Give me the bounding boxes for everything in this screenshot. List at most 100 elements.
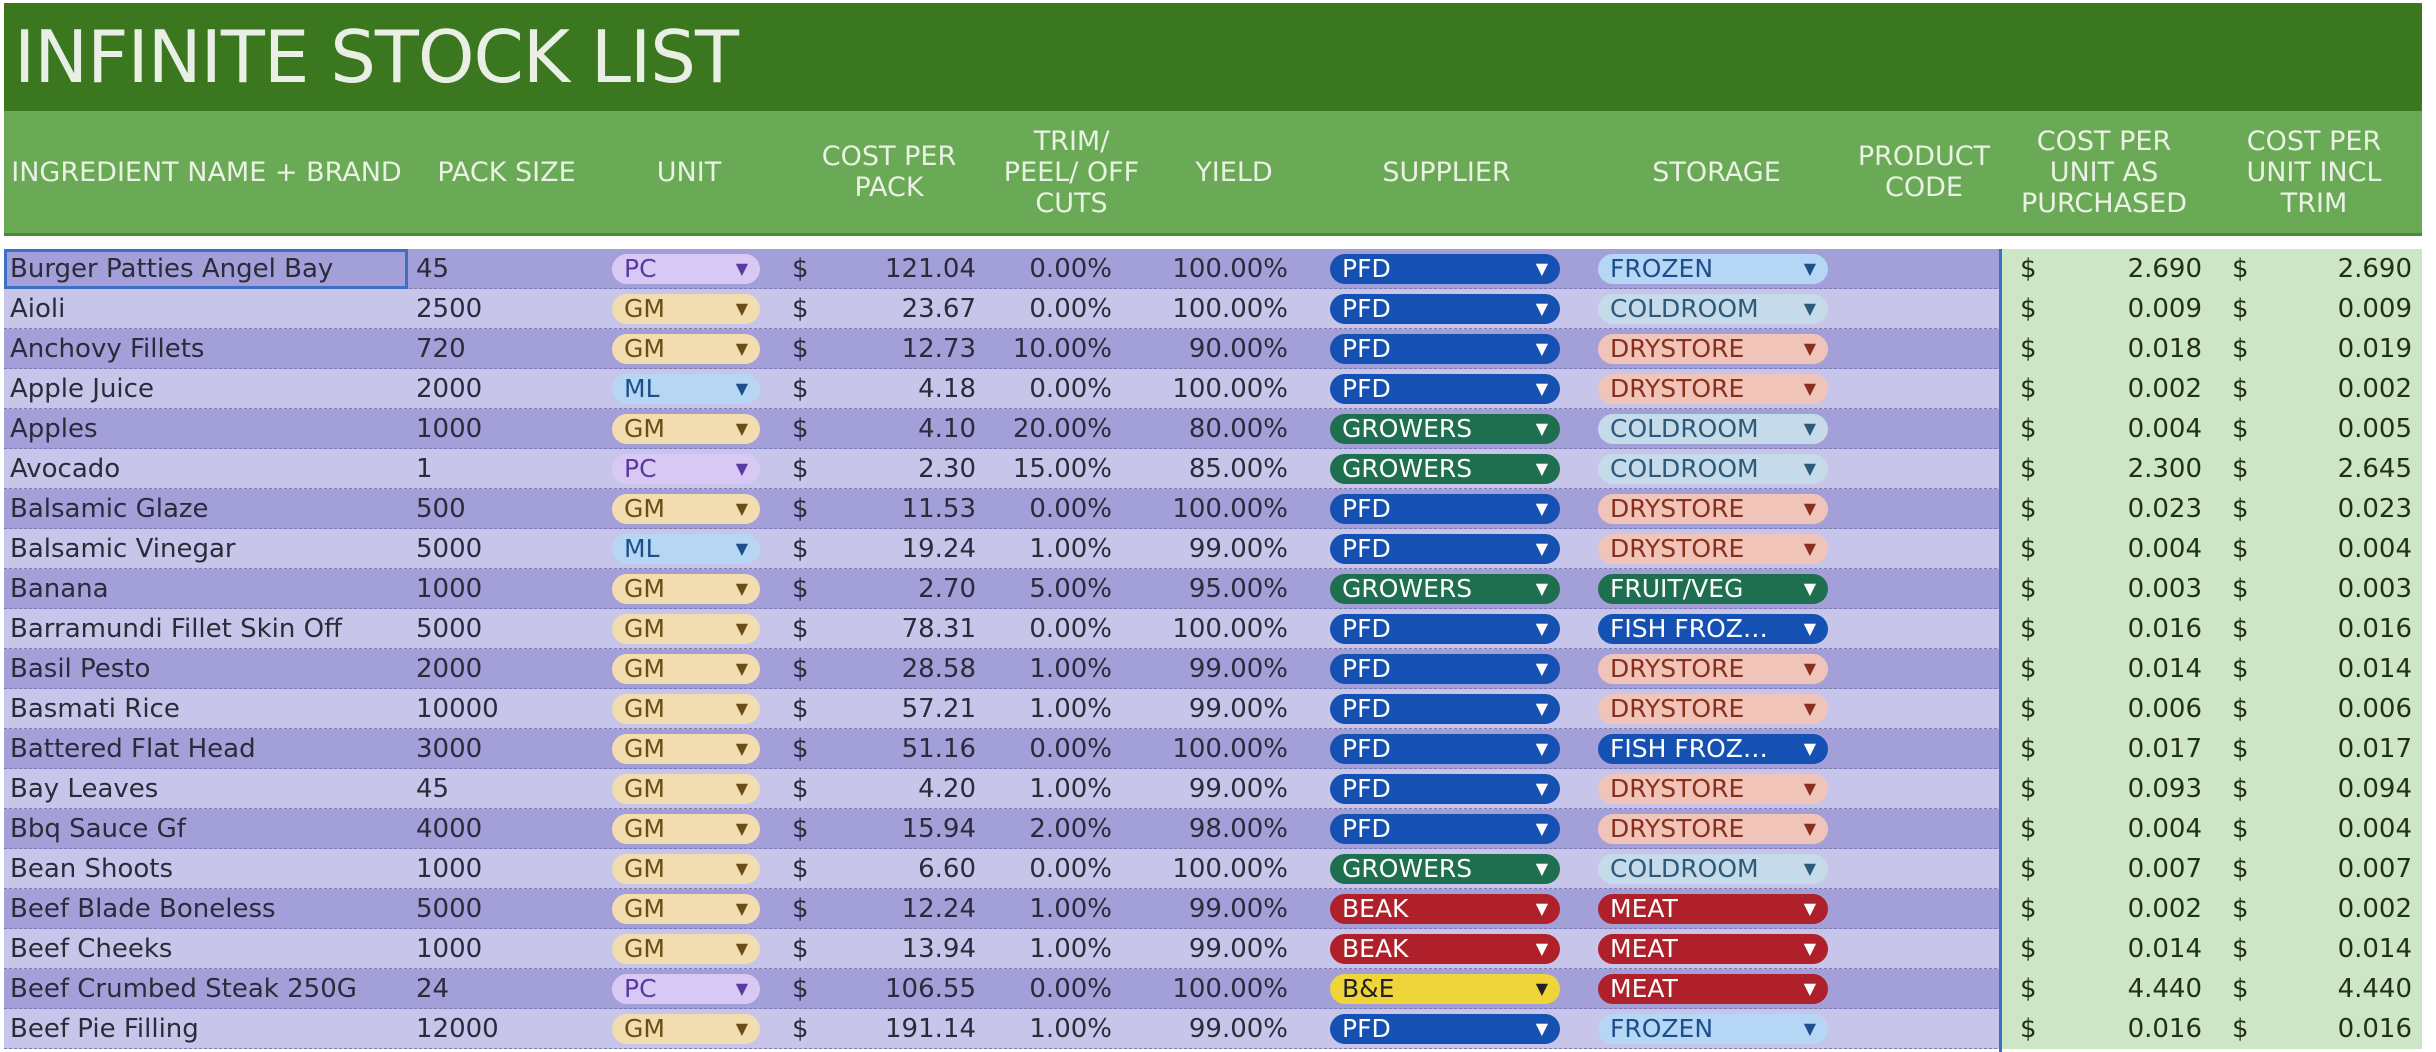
supplier-dropdown[interactable]: GROWERS ▼ (1330, 414, 1560, 444)
storage-dropdown[interactable]: FISH FROZ… ▼ (1598, 734, 1828, 764)
cost-per-pack-cell[interactable]: 15.94 (901, 814, 976, 844)
yield-cell[interactable]: 100.00% (1172, 734, 1288, 764)
unit-dropdown[interactable]: GM ▼ (612, 494, 760, 524)
trim-cell[interactable]: 0.00% (1029, 734, 1112, 764)
header-ingredient-name[interactable]: INGREDIENT NAME + BRAND (11, 156, 402, 188)
unit-dropdown[interactable]: PC ▼ (612, 454, 760, 484)
cost-per-unit-purchased-cell[interactable]: 0.004 (2127, 814, 2202, 844)
cost-per-unit-trim-cell[interactable]: 0.014 (2337, 934, 2412, 964)
storage-dropdown[interactable]: DRYSTORE ▼ (1598, 694, 1828, 724)
cost-per-pack-cell[interactable]: 78.31 (901, 614, 976, 644)
storage-dropdown[interactable]: COLDROOM ▼ (1598, 294, 1828, 324)
supplier-dropdown[interactable]: BEAK ▼ (1330, 934, 1560, 964)
pack-size-cell[interactable]: 45 (416, 254, 450, 284)
cost-per-pack-cell[interactable]: 2.30 (918, 454, 976, 484)
yield-cell[interactable]: 100.00% (1172, 854, 1288, 884)
cost-per-unit-trim-cell[interactable]: 0.007 (2337, 854, 2412, 884)
pack-size-cell[interactable]: 3000 (416, 734, 483, 764)
ingredient-name-cell[interactable]: Burger Patties Angel Bay (10, 254, 334, 284)
trim-cell[interactable]: 1.00% (1029, 894, 1112, 924)
pack-size-cell[interactable]: 5000 (416, 894, 483, 924)
table-row[interactable]: Battered Flat Head 3000 GM ▼ $51.16 0.00% 100.… (4, 729, 2422, 769)
supplier-dropdown[interactable]: B&E ▼ (1330, 974, 1560, 1004)
storage-dropdown[interactable]: DRYSTORE ▼ (1598, 814, 1828, 844)
cost-per-pack-cell[interactable]: 4.10 (918, 414, 976, 444)
yield-cell[interactable]: 99.00% (1188, 534, 1288, 564)
unit-dropdown[interactable]: GM ▼ (612, 694, 760, 724)
trim-cell[interactable]: 1.00% (1029, 774, 1112, 804)
cost-per-unit-purchased-cell[interactable]: 2.300 (2127, 454, 2202, 484)
cost-per-unit-purchased-cell[interactable]: 0.016 (2127, 1014, 2202, 1044)
header-yield[interactable]: YIELD (1195, 156, 1273, 188)
unit-dropdown[interactable]: GM ▼ (612, 814, 760, 844)
cost-per-unit-purchased-cell[interactable]: 0.003 (2127, 574, 2202, 604)
header-pack-size[interactable]: PACK SIZE (437, 156, 576, 188)
yield-cell[interactable]: 85.00% (1188, 454, 1288, 484)
pack-size-cell[interactable]: 24 (416, 974, 450, 1004)
storage-dropdown[interactable]: DRYSTORE ▼ (1598, 374, 1828, 404)
trim-cell[interactable]: 15.00% (1012, 454, 1112, 484)
pack-size-cell[interactable]: 10000 (416, 694, 499, 724)
pack-size-cell[interactable]: 2000 (416, 654, 483, 684)
cost-per-unit-trim-cell[interactable]: 0.016 (2337, 1014, 2412, 1044)
unit-dropdown[interactable]: PC ▼ (612, 974, 760, 1004)
cost-per-unit-trim-cell[interactable]: 0.094 (2337, 774, 2412, 804)
cost-per-unit-purchased-cell[interactable]: 0.093 (2127, 774, 2202, 804)
cost-per-unit-purchased-cell[interactable]: 0.014 (2127, 934, 2202, 964)
storage-dropdown[interactable]: FISH FROZ… ▼ (1598, 614, 1828, 644)
ingredient-name-cell[interactable]: Anchovy Fillets (10, 334, 205, 364)
cost-per-unit-trim-cell[interactable]: 2.645 (2337, 454, 2412, 484)
yield-cell[interactable]: 80.00% (1188, 414, 1288, 444)
ingredient-name-cell[interactable]: Beef Crumbed Steak 250G (10, 974, 357, 1004)
supplier-dropdown[interactable]: BEAK ▼ (1330, 894, 1560, 924)
trim-cell[interactable]: 20.00% (1012, 414, 1112, 444)
cost-per-unit-trim-cell[interactable]: 0.004 (2337, 814, 2412, 844)
cost-per-unit-trim-cell[interactable]: 2.690 (2337, 254, 2412, 284)
yield-cell[interactable]: 99.00% (1188, 934, 1288, 964)
supplier-dropdown[interactable]: PFD ▼ (1330, 1014, 1560, 1044)
yield-cell[interactable]: 100.00% (1172, 294, 1288, 324)
table-row[interactable]: Balsamic Vinegar 5000 ML ▼ $19.24 1.00% 99.00%… (4, 529, 2422, 569)
yield-cell[interactable]: 99.00% (1188, 654, 1288, 684)
table-row[interactable]: Banana 1000 GM ▼ $2.70 5.00% 95.00% GROWERS ▼ FRU… (4, 569, 2422, 609)
yield-cell[interactable]: 100.00% (1172, 974, 1288, 1004)
unit-dropdown[interactable]: ML ▼ (612, 374, 760, 404)
cost-per-unit-purchased-cell[interactable]: 0.002 (2127, 374, 2202, 404)
cost-per-pack-cell[interactable]: 2.70 (918, 574, 976, 604)
pack-size-cell[interactable]: 5000 (416, 614, 483, 644)
table-row[interactable]: Bay Leaves 45 GM ▼ $4.20 1.00% 99.00% PFD ▼ DRYST… (4, 769, 2422, 809)
yield-cell[interactable]: 99.00% (1188, 1014, 1288, 1044)
supplier-dropdown[interactable]: PFD ▼ (1330, 614, 1560, 644)
ingredient-name-cell[interactable]: Balsamic Glaze (10, 494, 209, 524)
trim-cell[interactable]: 5.00% (1029, 574, 1112, 604)
supplier-dropdown[interactable]: GROWERS ▼ (1330, 454, 1560, 484)
unit-dropdown[interactable]: GM ▼ (612, 734, 760, 764)
unit-dropdown[interactable]: GM ▼ (612, 574, 760, 604)
unit-dropdown[interactable]: GM ▼ (612, 414, 760, 444)
storage-dropdown[interactable]: FRUIT/VEG ▼ (1598, 574, 1828, 604)
unit-dropdown[interactable]: GM ▼ (612, 1014, 760, 1044)
trim-cell[interactable]: 1.00% (1029, 534, 1112, 564)
cost-per-unit-purchased-cell[interactable]: 0.006 (2127, 694, 2202, 724)
supplier-dropdown[interactable]: PFD ▼ (1330, 294, 1560, 324)
yield-cell[interactable]: 100.00% (1172, 254, 1288, 284)
unit-dropdown[interactable]: GM ▼ (612, 654, 760, 684)
cost-per-unit-purchased-cell[interactable]: 0.007 (2127, 854, 2202, 884)
trim-cell[interactable]: 0.00% (1029, 614, 1112, 644)
supplier-dropdown[interactable]: GROWERS ▼ (1330, 854, 1560, 884)
yield-cell[interactable]: 99.00% (1188, 894, 1288, 924)
cost-per-pack-cell[interactable]: 6.60 (918, 854, 976, 884)
storage-dropdown[interactable]: FROZEN ▼ (1598, 1014, 1828, 1044)
ingredient-name-cell[interactable]: Basmati Rice (10, 694, 180, 724)
cost-per-unit-trim-cell[interactable]: 0.002 (2337, 374, 2412, 404)
pack-size-cell[interactable]: 1000 (416, 934, 483, 964)
ingredient-name-cell[interactable]: Apple Juice (10, 374, 154, 404)
pack-size-cell[interactable]: 2500 (416, 294, 483, 324)
table-row[interactable]: Basmati Rice 10000 GM ▼ $57.21 1.00% 99.00% PFD… (4, 689, 2422, 729)
cost-per-pack-cell[interactable]: 13.94 (901, 934, 976, 964)
unit-dropdown[interactable]: GM ▼ (612, 294, 760, 324)
trim-cell[interactable]: 0.00% (1029, 294, 1112, 324)
unit-dropdown[interactable]: GM ▼ (612, 854, 760, 884)
cost-per-unit-purchased-cell[interactable]: 0.004 (2127, 414, 2202, 444)
table-row[interactable]: Bbq Sauce Gf 4000 GM ▼ $15.94 2.00% 98.00% PFD ▼… (4, 809, 2422, 849)
